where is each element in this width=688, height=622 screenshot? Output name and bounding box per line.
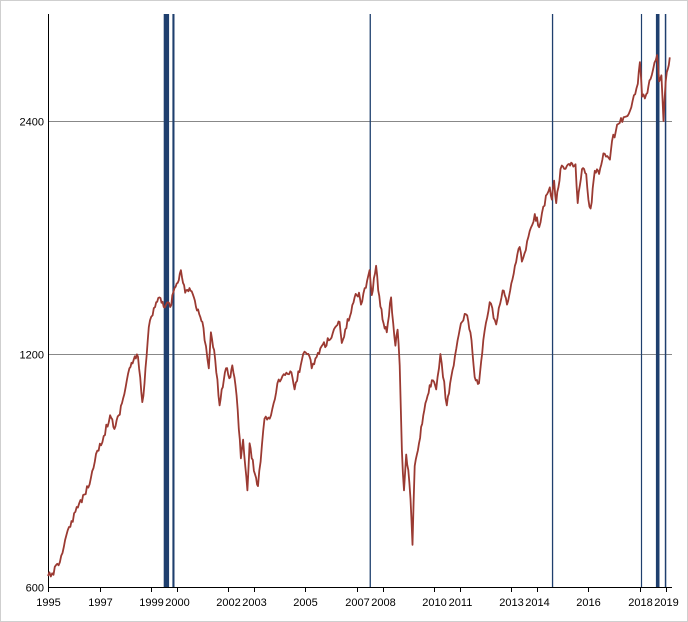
- x-tick-label: 1995: [36, 597, 60, 609]
- x-tick-label: 2013: [499, 597, 523, 609]
- x-tick-label: 2003: [242, 597, 266, 609]
- x-tick-label: 2007: [345, 597, 369, 609]
- band-2: [369, 14, 371, 587]
- band-1: [172, 14, 175, 587]
- band-0: [163, 14, 170, 587]
- y-tick-labels: 600 1200 2400: [20, 117, 44, 595]
- series-line-0: [47, 54, 671, 578]
- x-tick-label: 1997: [88, 597, 112, 609]
- y-tick-label: 2400: [20, 117, 44, 129]
- y-tick-label: 600: [26, 583, 44, 595]
- x-tick-labels: 1995 1997 1999 2000 2002 2003 2005 2007 2008 2010…: [36, 597, 678, 609]
- x-tick-label: 2018: [628, 597, 652, 609]
- x-tick-label: 2000: [165, 597, 189, 609]
- y-tick-label: 1200: [20, 350, 44, 362]
- x-tick-label: 2019: [654, 597, 678, 609]
- x-tick-label: 2011: [449, 597, 473, 609]
- x-tick-label: 2016: [576, 597, 600, 609]
- x-tick-label: 1999: [139, 597, 163, 609]
- band-6: [664, 14, 667, 587]
- band-4: [640, 14, 643, 587]
- band-3: [551, 14, 554, 587]
- x-tick-label: 2010: [422, 597, 446, 609]
- band-layer: [163, 14, 667, 587]
- grid-lines: [48, 121, 672, 355]
- x-tick-label: 2005: [293, 597, 317, 609]
- axes: [48, 14, 672, 592]
- x-tick-label: 2008: [371, 597, 395, 609]
- band-5: [655, 14, 660, 587]
- x-tick-label: 2014: [525, 597, 549, 609]
- series-layer: [47, 54, 671, 578]
- x-tick-label: 2002: [216, 597, 240, 609]
